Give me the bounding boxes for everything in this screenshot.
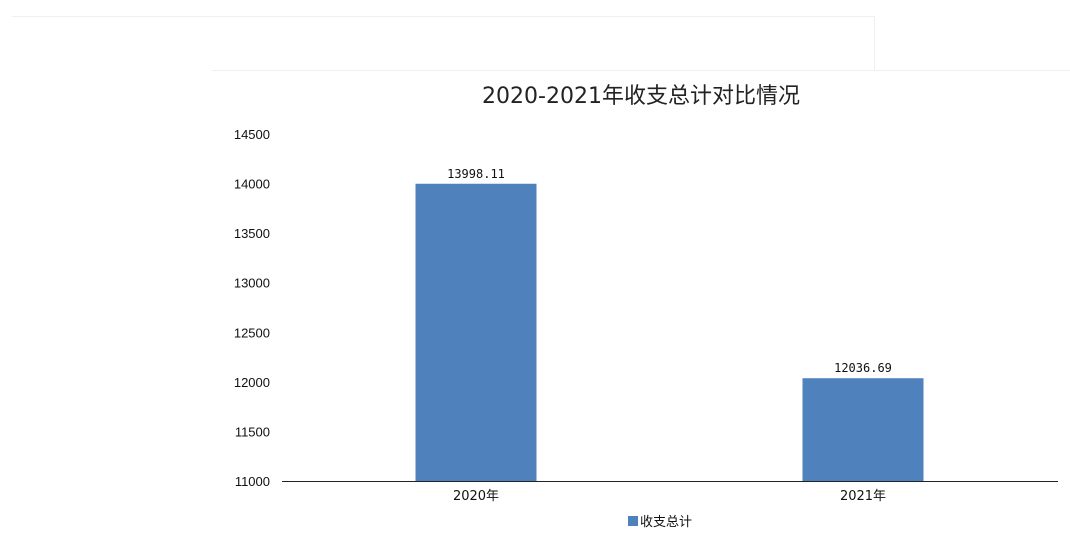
y-axis-ticks: 14500 14000 13500 13000 12500 12000 11500 11000	[234, 127, 270, 489]
chart-title: 2020-2021年收支总计对比情况	[482, 84, 800, 109]
bar	[802, 378, 924, 481]
y-tick-label: 13000	[234, 276, 270, 291]
bar-value-label: 12036.69	[834, 361, 892, 375]
legend-label: 收支总计	[640, 515, 692, 530]
y-tick-label: 12000	[234, 375, 270, 390]
x-axis-categories: 2020年 2021年	[453, 489, 886, 504]
y-tick-label: 11000	[235, 474, 270, 489]
legend-swatch	[628, 516, 638, 526]
bar-value-label: 13998.11	[447, 167, 505, 181]
x-tick-label: 2020年	[453, 489, 499, 504]
legend: 收支总计	[628, 515, 692, 530]
y-tick-label: 14000	[234, 177, 270, 192]
y-tick-label: 12500	[234, 325, 270, 340]
chart-panel	[212, 70, 1070, 535]
bar	[415, 183, 537, 482]
y-tick-label: 13500	[234, 226, 270, 241]
bar-series: 13998.11 12036.69	[415, 167, 924, 482]
y-tick-label: 11500	[235, 424, 270, 439]
x-tick-label: 2021年	[840, 489, 886, 504]
y-tick-label: 14500	[234, 127, 270, 142]
